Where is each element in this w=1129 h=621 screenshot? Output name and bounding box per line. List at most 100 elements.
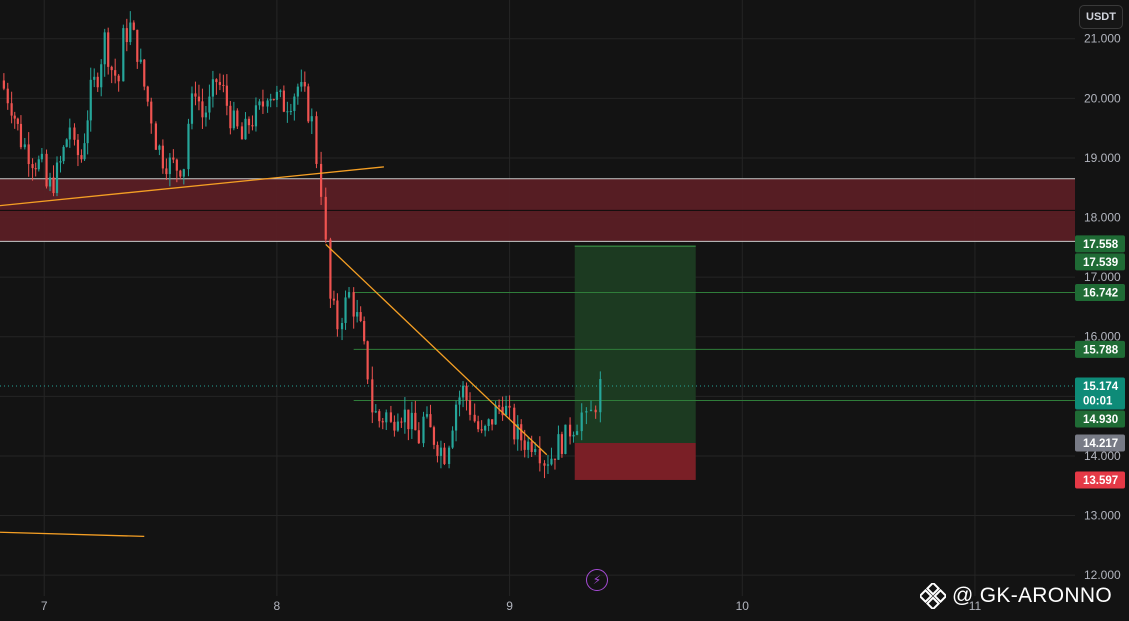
candle-body bbox=[389, 412, 393, 422]
candle-body bbox=[550, 458, 553, 465]
price-tag-value: 15.788 bbox=[1083, 344, 1119, 356]
candle-body bbox=[222, 84, 225, 86]
candle-body bbox=[501, 406, 504, 416]
candle-body bbox=[293, 96, 296, 111]
candle-body bbox=[218, 82, 221, 85]
candle-body bbox=[272, 99, 275, 101]
x-tick-label: 8 bbox=[274, 599, 281, 613]
y-tick-label: 19.000 bbox=[1084, 151, 1121, 165]
candle-body bbox=[150, 101, 153, 124]
price-tag bbox=[1075, 253, 1125, 271]
candle-body bbox=[158, 145, 161, 150]
candle-body bbox=[454, 404, 458, 431]
candle-body bbox=[244, 118, 247, 140]
candle-body bbox=[557, 434, 560, 460]
candle-body bbox=[194, 93, 197, 97]
candle-body bbox=[480, 429, 483, 431]
candle-body bbox=[599, 379, 602, 413]
candle-body bbox=[73, 127, 76, 140]
candle-body bbox=[494, 405, 497, 425]
candle-body bbox=[336, 300, 339, 330]
candle-body bbox=[347, 292, 351, 298]
candle-body bbox=[52, 177, 55, 194]
candle-body bbox=[139, 59, 142, 62]
price-tag bbox=[1075, 410, 1125, 428]
candle-body bbox=[385, 412, 388, 423]
currency-button[interactable]: USDT bbox=[1079, 5, 1123, 29]
candle-body bbox=[371, 379, 374, 413]
candle-body bbox=[68, 127, 71, 140]
candle-body bbox=[580, 412, 583, 432]
candle-body bbox=[407, 409, 410, 430]
candle-body bbox=[568, 424, 572, 437]
price-tag bbox=[1075, 340, 1125, 358]
price-tag bbox=[1075, 235, 1125, 253]
candle-body bbox=[65, 139, 68, 147]
candle-body bbox=[161, 145, 164, 169]
candle-body bbox=[182, 169, 185, 177]
candle-body bbox=[422, 416, 425, 444]
watermark-text: @ GK-ARONNO bbox=[952, 584, 1112, 607]
candle-body bbox=[55, 162, 59, 194]
candle-body bbox=[585, 411, 588, 413]
candle-body bbox=[93, 76, 96, 80]
candle-body bbox=[439, 447, 443, 456]
target-zone bbox=[574, 246, 696, 444]
candle-body bbox=[143, 59, 146, 87]
candle-body bbox=[266, 100, 269, 107]
candle-body bbox=[340, 322, 344, 330]
candle-body bbox=[359, 312, 362, 322]
candle-body bbox=[37, 159, 40, 170]
price-tag-value: 14.217 bbox=[1083, 438, 1118, 450]
y-tick-label: 14.000 bbox=[1084, 449, 1121, 463]
candle-body bbox=[232, 110, 235, 129]
candle-body bbox=[10, 103, 13, 116]
candle-body bbox=[516, 424, 519, 440]
candle-body bbox=[59, 161, 62, 163]
candle-body bbox=[282, 90, 285, 112]
candle-body bbox=[204, 112, 208, 118]
candle-body bbox=[414, 412, 417, 431]
candle-body bbox=[34, 168, 37, 170]
candle-body bbox=[187, 123, 190, 170]
x-tick-label: 10 bbox=[736, 599, 750, 613]
candle-body bbox=[572, 434, 575, 437]
candle-body bbox=[154, 123, 157, 150]
candle-body bbox=[504, 405, 508, 416]
candle-body bbox=[146, 86, 149, 102]
horizontal-levels bbox=[0, 292, 1075, 402]
y-tick-label: 20.000 bbox=[1084, 91, 1121, 105]
candle-body bbox=[103, 32, 106, 65]
candle-body bbox=[303, 82, 306, 87]
candle-body bbox=[396, 421, 399, 431]
stop-zone bbox=[574, 443, 696, 480]
candle-body bbox=[279, 90, 282, 92]
price-tag bbox=[1075, 284, 1125, 302]
trendlines bbox=[0, 166, 548, 538]
candle-body bbox=[2, 80, 5, 89]
candle-body bbox=[107, 32, 110, 67]
candle-body bbox=[286, 111, 289, 113]
candle-body bbox=[86, 120, 89, 144]
candle-body bbox=[465, 385, 468, 401]
candle-body bbox=[197, 96, 201, 102]
candle-body bbox=[487, 419, 490, 426]
candle-body bbox=[344, 297, 347, 323]
candle-body bbox=[100, 64, 103, 88]
candle-body bbox=[289, 110, 292, 112]
candle-body bbox=[31, 164, 34, 169]
candle-body bbox=[538, 449, 541, 464]
candle-body bbox=[110, 66, 113, 71]
candlestick-series bbox=[2, 11, 602, 479]
lightning-bolt-icon[interactable]: ⚡ bbox=[586, 569, 608, 591]
candle-body bbox=[447, 447, 451, 464]
candle-body bbox=[329, 239, 332, 299]
candle-body bbox=[296, 86, 299, 97]
price-tag-value: 16.742 bbox=[1083, 288, 1118, 300]
candle-body bbox=[393, 421, 396, 431]
candle-body bbox=[356, 312, 359, 317]
y-tick-label: 16.000 bbox=[1084, 330, 1121, 344]
long-position-tool bbox=[574, 245, 696, 480]
candle-body bbox=[45, 153, 48, 187]
